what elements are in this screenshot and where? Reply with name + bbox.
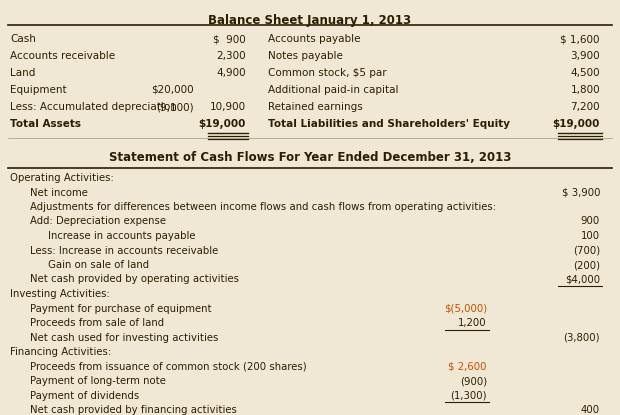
Text: Less: Increase in accounts receivable: Less: Increase in accounts receivable: [30, 246, 218, 256]
Text: Adjustments for differences between income flows and cash flows from operating a: Adjustments for differences between inco…: [30, 202, 496, 212]
Text: (9,100): (9,100): [156, 102, 194, 112]
Text: Payment of dividends: Payment of dividends: [30, 391, 140, 400]
Text: Additional paid-in capital: Additional paid-in capital: [268, 85, 399, 95]
Text: Equipment: Equipment: [10, 85, 66, 95]
Text: Less: Accumulated depreciation: Less: Accumulated depreciation: [10, 102, 177, 112]
Text: Proceeds from issuance of common stock (200 shares): Proceeds from issuance of common stock (…: [30, 361, 307, 371]
Text: Statement of Cash Flows For Year Ended December 31, 2013: Statement of Cash Flows For Year Ended D…: [109, 151, 511, 164]
Text: $(5,000): $(5,000): [444, 303, 487, 313]
Text: 900: 900: [581, 217, 600, 227]
Text: $ 1,600: $ 1,600: [560, 34, 600, 44]
Text: $20,000: $20,000: [151, 85, 194, 95]
Text: (900): (900): [460, 376, 487, 386]
Text: 7,200: 7,200: [570, 102, 600, 112]
Text: Increase in accounts payable: Increase in accounts payable: [48, 231, 195, 241]
Text: 4,500: 4,500: [570, 68, 600, 78]
Text: Add: Depreciation expense: Add: Depreciation expense: [30, 217, 166, 227]
Text: 100: 100: [581, 231, 600, 241]
Text: $19,000: $19,000: [198, 119, 246, 129]
Text: Cash: Cash: [10, 34, 36, 44]
Text: $19,000: $19,000: [552, 119, 600, 129]
Text: Net income: Net income: [30, 188, 88, 198]
Text: Gain on sale of land: Gain on sale of land: [48, 260, 149, 270]
Text: Total Assets: Total Assets: [10, 119, 81, 129]
Text: (1,300): (1,300): [450, 391, 487, 400]
Text: Balance Sheet January 1, 2013: Balance Sheet January 1, 2013: [208, 14, 412, 27]
Text: 1,200: 1,200: [458, 318, 487, 328]
Text: Net cash used for investing activities: Net cash used for investing activities: [30, 332, 218, 342]
Text: Net cash provided by financing activities: Net cash provided by financing activitie…: [30, 405, 237, 415]
Text: Accounts payable: Accounts payable: [268, 34, 360, 44]
Text: 10,900: 10,900: [210, 102, 246, 112]
Text: Payment of long-term note: Payment of long-term note: [30, 376, 166, 386]
Text: Accounts receivable: Accounts receivable: [10, 51, 115, 61]
Text: $4,000: $4,000: [565, 274, 600, 285]
Text: (200): (200): [573, 260, 600, 270]
Text: 2,300: 2,300: [216, 51, 246, 61]
Text: (700): (700): [573, 246, 600, 256]
Text: Land: Land: [10, 68, 35, 78]
Text: Net cash provided by operating activities: Net cash provided by operating activitie…: [30, 274, 239, 285]
Text: 1,800: 1,800: [570, 85, 600, 95]
Text: 400: 400: [581, 405, 600, 415]
Text: (3,800): (3,800): [564, 332, 600, 342]
Text: Total Liabilities and Shareholders' Equity: Total Liabilities and Shareholders' Equi…: [268, 119, 510, 129]
Text: 3,900: 3,900: [570, 51, 600, 61]
Text: Operating Activities:: Operating Activities:: [10, 173, 113, 183]
Text: Common stock, $5 par: Common stock, $5 par: [268, 68, 387, 78]
Text: 4,900: 4,900: [216, 68, 246, 78]
Text: Proceeds from sale of land: Proceeds from sale of land: [30, 318, 164, 328]
Text: Investing Activities:: Investing Activities:: [10, 289, 110, 299]
Text: Notes payable: Notes payable: [268, 51, 343, 61]
Text: $  900: $ 900: [213, 34, 246, 44]
Text: Payment for purchase of equipment: Payment for purchase of equipment: [30, 303, 211, 313]
Text: Financing Activities:: Financing Activities:: [10, 347, 111, 357]
Text: Retained earnings: Retained earnings: [268, 102, 363, 112]
Text: $ 3,900: $ 3,900: [562, 188, 600, 198]
Text: $ 2,600: $ 2,600: [448, 361, 487, 371]
